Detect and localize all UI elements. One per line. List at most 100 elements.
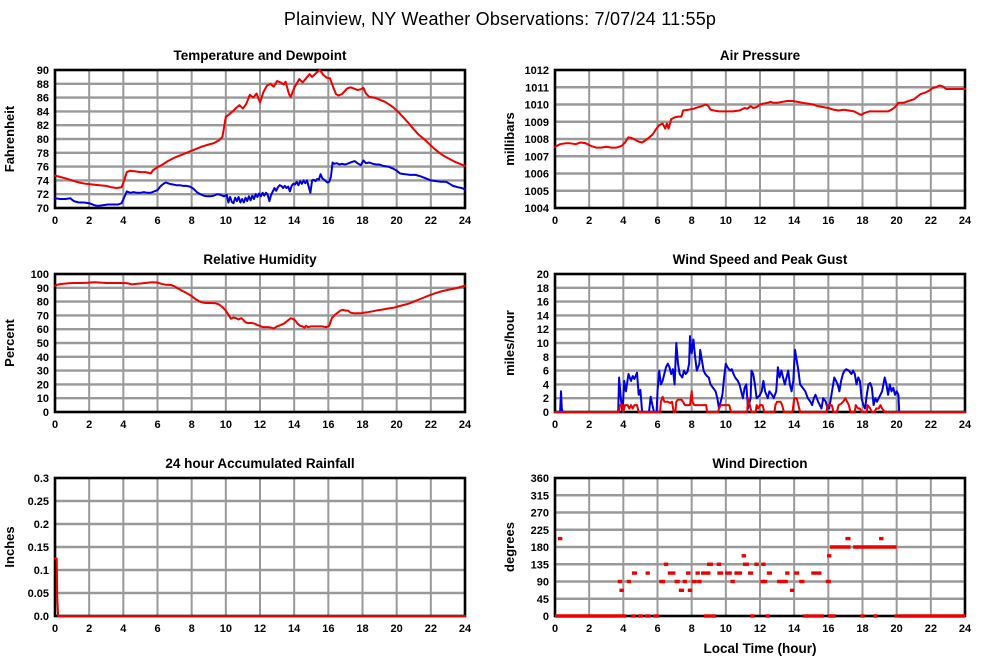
wind-direction-point — [716, 562, 722, 566]
x-tick-label: 14 — [288, 215, 301, 227]
y-tick-label: 100 — [31, 269, 49, 281]
wind-direction-point — [765, 614, 770, 618]
y-tick-label: 0.1 — [34, 565, 49, 577]
x-tick-label: 2 — [586, 419, 592, 431]
x-tick-label: 8 — [689, 623, 695, 635]
y-tick-label: 315 — [531, 490, 549, 502]
x-tick-label: 12 — [754, 419, 766, 431]
x-tick-label: 0 — [52, 419, 58, 431]
wind-direction-point — [860, 614, 865, 618]
dewpoint-line — [54, 159, 466, 207]
wind-direction-point — [827, 614, 833, 618]
wind-direction-point — [819, 614, 824, 618]
x-tick-label: 22 — [425, 419, 437, 431]
chart-title: 24 hour Accumulated Rainfall — [165, 456, 354, 471]
chart-title: Temperature and Dewpoint — [173, 48, 347, 63]
y-axis-label: miles/hour — [502, 310, 517, 376]
chart-air-pressure: Air Pressure millibars 0 2 4 6 8 10 12 14 16 18 20… — [500, 44, 1000, 248]
wind-direction-point — [761, 562, 766, 566]
y-tick-label: 12 — [537, 324, 549, 336]
plot-border — [53, 272, 467, 414]
wind-direction-point — [803, 614, 808, 618]
x-tick-label: 20 — [391, 215, 403, 227]
x-tick-label: 20 — [391, 623, 403, 635]
x-tick-label: 14 — [788, 623, 801, 635]
rainfall-line — [54, 557, 466, 617]
y-tick-label: 0.0 — [34, 611, 49, 623]
y-tick-label: 225 — [531, 525, 549, 537]
x-tick-label: 10 — [220, 419, 232, 431]
x-tick-label: 16 — [822, 215, 834, 227]
y-tick-label: 14 — [537, 310, 550, 322]
y-tick-label: 90 — [37, 65, 49, 77]
x-tick-label: 20 — [891, 215, 903, 227]
wind-direction-point — [619, 588, 624, 593]
x-tick-label: 12 — [254, 419, 266, 431]
y-tick-label: 1009 — [525, 117, 549, 129]
x-tick-label: 8 — [189, 215, 195, 227]
y-tick-label: 74 — [37, 175, 50, 187]
x-tick-label: 22 — [425, 623, 437, 635]
x-tick-label: 6 — [654, 419, 660, 431]
x-tick-label: 10 — [720, 623, 732, 635]
x-tick-label: 24 — [459, 419, 472, 431]
y-axis-label: Percent — [2, 318, 17, 366]
pressure-line — [554, 84, 966, 149]
y-tick-label: 8 — [543, 352, 549, 364]
y-tick-label: 360 — [531, 473, 549, 485]
wind-direction-point — [703, 614, 709, 618]
chart-title: Relative Humidity — [203, 252, 317, 267]
wind-direction-point — [686, 571, 691, 575]
x-tick-label: 22 — [925, 419, 937, 431]
temperature-line — [54, 69, 466, 189]
y-axis-label: millibars — [502, 112, 517, 165]
x-tick-label: 24 — [959, 623, 972, 635]
x-tick-label: 20 — [891, 623, 903, 635]
y-tick-label: 10 — [37, 393, 49, 405]
wind-direction-point — [760, 579, 765, 584]
y-tick-label: 135 — [531, 559, 549, 571]
wind-direction-point — [711, 614, 717, 618]
y-tick-label: 1004 — [525, 203, 550, 215]
y-tick-label: 70 — [37, 203, 49, 215]
plot-area: 0 2 4 6 8 10 12 14 16 18 20 22 240.00.050.10.150.20.… — [28, 473, 472, 635]
x-tick-label: 14 — [788, 419, 801, 431]
plot-border — [53, 68, 467, 210]
x-tick-label: 12 — [254, 623, 266, 635]
y-tick-label: 20 — [537, 269, 549, 281]
x-tick-label: 10 — [720, 215, 732, 227]
x-tick-label: 2 — [86, 215, 92, 227]
x-tick-label: 14 — [288, 623, 301, 635]
chart-title: Air Pressure — [720, 48, 801, 63]
y-tick-label: 16 — [537, 297, 549, 309]
y-axis-label: Fahrenheit — [2, 105, 17, 172]
x-tick-label: 8 — [689, 419, 695, 431]
wind-direction-point — [873, 614, 878, 618]
wind-direction-point — [750, 614, 755, 618]
y-tick-label: 1008 — [525, 134, 549, 146]
x-tick-label: 10 — [220, 623, 232, 635]
y-tick-label: 1005 — [525, 186, 549, 198]
page-title: Plainview, NY Weather Observations: 7/07… — [283, 9, 717, 29]
y-tick-label: 88 — [37, 79, 49, 91]
y-tick-label: 0.3 — [34, 473, 49, 485]
x-tick-label: 8 — [189, 419, 195, 431]
x-tick-label: 0 — [552, 623, 558, 635]
wind-direction-point — [894, 614, 899, 618]
plot-border — [553, 476, 967, 618]
x-tick-label: 20 — [391, 419, 403, 431]
wind-direction-point — [741, 554, 746, 558]
x-tick-label: 16 — [322, 215, 334, 227]
plot-area: 0 2 4 6 8 10 12 14 16 18 20 22 241004100510061007100… — [525, 65, 972, 227]
chart-title: Wind Speed and Peak Gust — [673, 252, 848, 267]
x-tick-label: 24 — [959, 215, 972, 227]
y-tick-label: 78 — [37, 148, 49, 160]
y-tick-label: 0 — [543, 611, 549, 623]
wind-direction-point — [806, 614, 811, 618]
x-tick-label: 0 — [52, 215, 58, 227]
